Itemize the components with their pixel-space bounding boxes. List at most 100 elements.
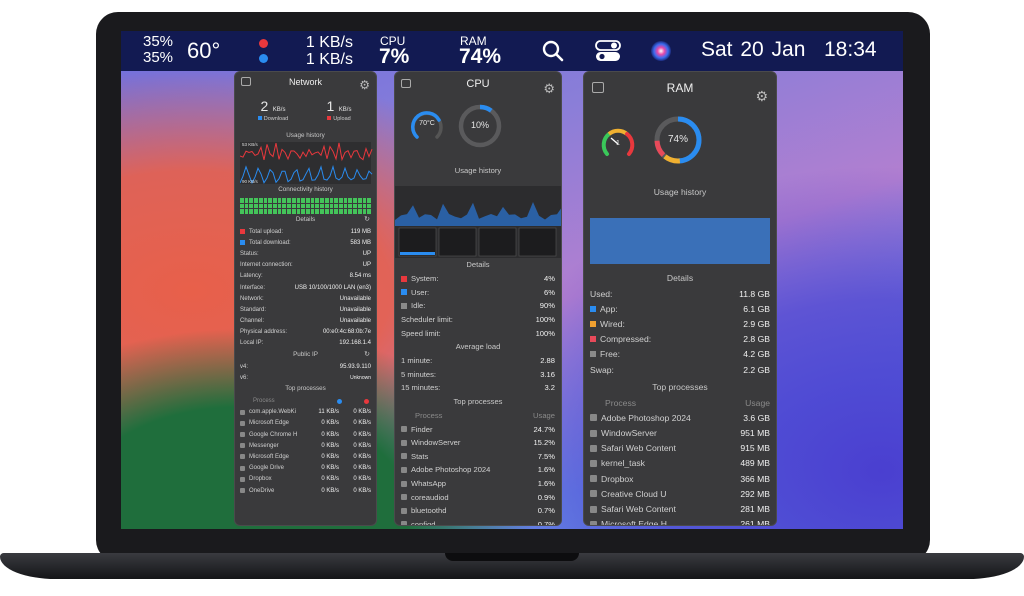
cpu-process-value: 0.7% <box>537 519 555 526</box>
cpu-process-key: Finder <box>411 424 433 434</box>
refresh-ip-icon[interactable]: ↻ <box>364 351 370 359</box>
gear-icon[interactable]: ⚙ <box>543 81 555 96</box>
net-detail-value: 192.168.1.4 <box>339 340 371 347</box>
download-col-icon <box>337 398 342 404</box>
net-detail-key: Total download: <box>249 239 291 246</box>
net-process-row[interactable]: Microsoft Edge 0 KB/s 0 KB/s <box>235 418 376 429</box>
connectivity-cell <box>272 209 277 214</box>
app-icon <box>401 426 407 433</box>
net-detail-row: Total download: 583 MB <box>235 237 376 248</box>
ram-process-row[interactable]: WindowServer 951 MB <box>584 426 776 441</box>
spotlight-search-icon[interactable] <box>541 39 565 63</box>
connectivity-cell <box>272 203 277 209</box>
ram-detail-key: Wired: <box>600 318 625 329</box>
menubar-date[interactable]: Sat 20 Jan <box>701 38 806 61</box>
upload-dot-icon <box>259 39 268 48</box>
cpu-process-row[interactable]: coreaudiod 0.9% <box>395 490 561 504</box>
ram-widget-label[interactable]: RAM <box>460 34 487 48</box>
ram-process-row[interactable]: Safari Web Content 915 MB <box>584 441 776 456</box>
refresh-icon[interactable]: ↻ <box>364 216 370 223</box>
ram-process-key: Safari Web Content <box>601 504 676 515</box>
net-process-row[interactable]: Dropbox 0 KB/s 0 KB/s <box>235 474 376 485</box>
net-process-row[interactable]: Microsoft Edge 0 KB/s 0 KB/s <box>235 451 376 462</box>
ram-process-row[interactable]: Safari Web Content 281 MB <box>584 501 776 516</box>
net-up-value: 1 KB/s <box>305 51 353 68</box>
cpu-load-row: 5 minutes: 3.16 <box>395 368 561 382</box>
cpu-process-row[interactable]: bluetoothd 0.7% <box>395 504 561 518</box>
cpu-process-row[interactable]: Stats 7.5% <box>395 450 561 464</box>
ram-details-list: Used: 11.8 GB App: 6.1 GB Wired: 2.9 GB Compre… <box>584 286 776 377</box>
net-details-list: Total upload: 119 MB Total download: 583 MB… <box>235 226 376 349</box>
connectivity-cell <box>287 209 291 214</box>
app-icon <box>590 414 597 422</box>
cpu-process-row[interactable]: Adobe Photoshop 2024 1.6% <box>395 463 561 477</box>
connectivity-cell <box>357 198 362 203</box>
sensors-widget[interactable]: 35% 35% <box>143 34 173 66</box>
net-detail-row: Interface: USB 10/100/1000 LAN (en3) <box>235 282 376 293</box>
connectivity-cell <box>320 203 324 209</box>
connectivity-cell <box>324 203 329 209</box>
ram-process-row[interactable]: Microsoft Edge H 261 MB <box>584 517 776 525</box>
app-icon <box>240 409 245 415</box>
connectivity-cell <box>272 198 277 203</box>
download-unit: KB/s <box>272 107 286 113</box>
cpu-detail-row: Scheduler limit: 100% <box>395 313 561 327</box>
cpu-process-value: 1.6% <box>537 479 555 489</box>
net-detail-row: Total upload: 119 MB <box>235 226 376 237</box>
gear-icon[interactable]: ⚙ <box>359 78 370 92</box>
net-process-row[interactable]: com.apple.WebKi 11 KB/s 0 KB/s <box>235 407 376 418</box>
connectivity-cell <box>338 203 343 209</box>
connectivity-cell <box>305 203 310 209</box>
temperature-value[interactable]: 60° <box>187 38 221 63</box>
control-center-icon[interactable] <box>595 39 621 63</box>
connectivity-cell <box>348 203 353 209</box>
net-process-up: 0 KB/s <box>353 453 371 460</box>
chart-icon[interactable] <box>401 79 411 88</box>
chart-icon[interactable] <box>592 82 604 93</box>
upload-unit: KB/s <box>338 107 352 113</box>
connectivity-cell <box>310 198 315 203</box>
ram-process-row[interactable]: Creative Cloud U 292 MB <box>584 486 776 501</box>
ram-process-key: Adobe Photoshop 2024 <box>601 412 691 423</box>
net-detail-value: 119 MB <box>350 228 371 235</box>
cpu-process-row[interactable]: WindowServer 15.2% <box>395 436 561 450</box>
cpu-widget-label[interactable]: CPU <box>380 34 406 48</box>
app-icon <box>401 494 407 501</box>
cpu-process-key: coreaudiod <box>411 492 449 502</box>
cpu-process-row[interactable]: Finder 24.7% <box>395 422 561 436</box>
app-icon <box>401 439 407 446</box>
net-detail-swatch <box>240 229 245 235</box>
ram-process-row[interactable]: Adobe Photoshop 2024 3.6 GB <box>584 410 776 425</box>
connectivity-grid <box>240 198 371 214</box>
cpu-load-value: 3.2 <box>544 383 555 393</box>
app-icon <box>590 429 597 437</box>
cpu-process-key: Adobe Photoshop 2024 <box>411 465 491 475</box>
cpu-detail-key: User: <box>411 287 430 297</box>
net-process-row[interactable]: OneDrive 0 KB/s 0 KB/s <box>235 485 376 496</box>
download-value: 2 <box>260 98 269 114</box>
net-process-row[interactable]: Google Chrome H 0 KB/s 0 KB/s <box>235 429 376 440</box>
ram-process-row[interactable]: kernel_task 489 MB <box>584 456 776 471</box>
net-process-up: 0 KB/s <box>353 442 371 449</box>
ram-panel-title: RAM <box>666 81 694 95</box>
ram-process-row[interactable]: Dropbox 366 MB <box>584 471 776 486</box>
cpu-widget-value[interactable]: 7% <box>379 45 410 68</box>
cpu-process-row[interactable]: configd 0.7% <box>395 518 561 526</box>
ram-usage-ring <box>654 116 702 164</box>
net-process-key: Google Chrome H <box>249 431 298 438</box>
cpu-process-row[interactable]: WhatsApp 1.6% <box>395 477 561 491</box>
chart-icon[interactable] <box>241 77 251 86</box>
net-process-row[interactable]: Google Drive 0 KB/s 0 KB/s <box>235 463 376 474</box>
network-widget[interactable]: 1 KB/s 1 KB/s <box>306 34 353 68</box>
cpu-load-key: 5 minutes: <box>401 369 437 379</box>
net-process-row[interactable]: Messenger 0 KB/s 0 KB/s <box>235 440 376 451</box>
ipv4-value[interactable]: 95.93.9.110 <box>339 363 371 370</box>
ram-widget-value[interactable]: 74% <box>459 45 502 68</box>
connectivity-cell <box>249 209 254 214</box>
app-icon <box>240 443 245 449</box>
network-panel: Network ⚙ 2 KB/s Download 1 KB/s Upload … <box>234 71 377 526</box>
menubar-time[interactable]: 18:34 <box>824 38 877 61</box>
gear-icon[interactable]: ⚙ <box>755 88 768 104</box>
siri-icon[interactable] <box>649 39 673 63</box>
ram-detail-row: Free: 4.2 GB <box>584 347 776 362</box>
